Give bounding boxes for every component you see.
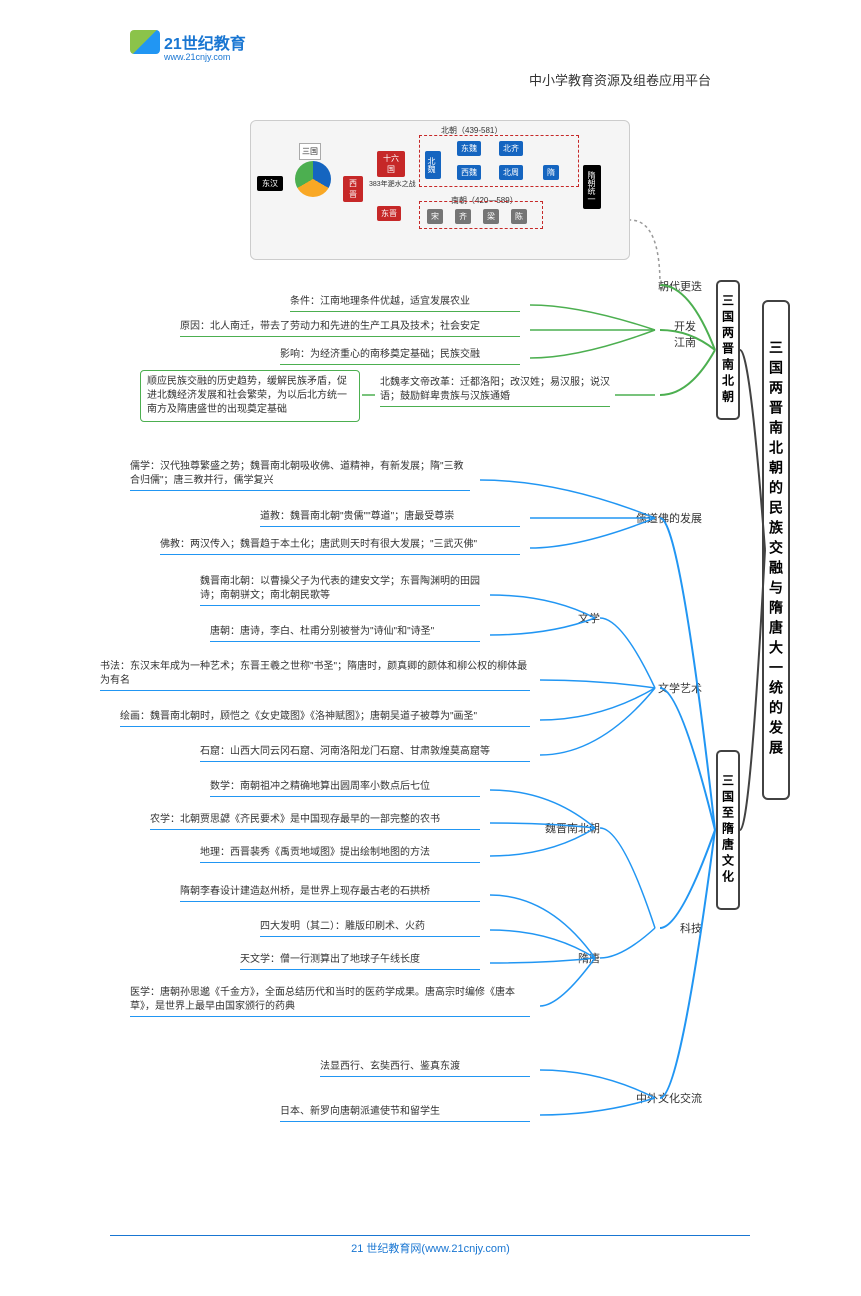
b2-wjnb-label: 魏晋南北朝 <box>545 820 600 836</box>
b2-huihua: 绘画：魏晋南北朝时，顾恺之《女史箴图》《洛神赋图》；唐朝吴道子被尊为"画圣" <box>120 710 530 727</box>
xijin-node: 西晋 <box>343 176 363 202</box>
branch2-title: 三国至隋唐文化 <box>716 750 740 910</box>
b1-sub2-label: 开发江南 <box>674 318 702 350</box>
b2-sub3-label: 科技 <box>680 920 702 936</box>
b2-jiaoliu2: 日本、新罗向唐朝派遣使节和留学生 <box>280 1105 530 1122</box>
b2-sida: 四大发明（其二）：雕版印刷术、火药 <box>260 920 480 937</box>
beiwei-node: 北魏 <box>425 151 441 179</box>
root-title: 三国两晋南北朝的民族交融与隋唐大一统的发展 <box>762 300 790 800</box>
b2-zhaozhou: 隋朝李春设计建造赵州桥，是世界上现存最古老的石拱桥 <box>180 885 480 902</box>
xiwei-node: 西魏 <box>457 165 481 180</box>
b1-leaf-effect: 影响：为经济重心的南移奠定基础；民族交融 <box>280 348 520 365</box>
b2-wenxue-label: 文学 <box>578 610 600 626</box>
chen-node: 陈 <box>511 209 527 224</box>
footer-url: (www.21cnjy.com) <box>421 1243 509 1255</box>
b2-ruxue: 儒学：汉代独尊繁盛之势；魏晋南北朝吸收佛、道精神，有新发展；隋"三教合归儒"；唐… <box>130 460 470 491</box>
sui-node: 隋 <box>543 165 559 180</box>
dynasty-timeline: 北朝（439-581） 南朝（420—589） 东汉 三国 西晋 十六国 东晋 … <box>250 120 630 260</box>
b2-daojiao: 道教：魏晋南北朝"贵儒""尊道"；唐最受尊崇 <box>260 510 520 527</box>
b2-nongxue: 农学：北朝贾思勰《齐民要术》是中国现存最早的一部完整的农书 <box>150 813 480 830</box>
header-subtitle: 中小学教育资源及组卷应用平台 <box>529 70 711 89</box>
sanguo-pie <box>295 161 331 197</box>
b2-jiaoliu1: 法显西行、玄奘西行、鉴真东渡 <box>320 1060 530 1077</box>
logo-icon <box>130 30 160 54</box>
b2-shufa: 书法：东汉末年成为一种艺术；东晋王羲之世称"书圣"；隋唐时，颜真卿的颜体和柳公权… <box>100 660 530 691</box>
b1-leaf-trend: 顺应民族交融的历史趋势，缓解民族矛盾，促进北魏经济发展和社会繁荣，为以后北方统一… <box>140 370 360 422</box>
b2-sub1-label: 儒道佛的发展 <box>636 510 702 526</box>
page-footer: 21 世纪教育网(www.21cnjy.com) <box>0 1240 861 1256</box>
b2-shuxue: 数学：南朝祖冲之精确地算出圆周率小数点后七位 <box>210 780 480 797</box>
song-node: 宋 <box>427 209 443 224</box>
dongjin-node: 东晋 <box>377 206 401 221</box>
b2-st-label: 隋唐 <box>578 950 600 966</box>
feishui-note: 383年淝水之战 <box>369 179 416 189</box>
qi-node: 齐 <box>455 209 471 224</box>
donghan-node: 东汉 <box>257 176 283 191</box>
b1-leaf-condition: 条件：江南地理条件优越，适宜发展农业 <box>290 295 520 312</box>
beizhou-node: 北周 <box>499 165 523 180</box>
b2-fojiao: 佛教：两汉传入；魏晋趋于本土化；唐武则天时有很大发展；"三武灭佛" <box>160 538 520 555</box>
b1-leaf-xiaowen: 北魏孝文帝改革：迁都洛阳；改汉姓；易汉服；说汉语；鼓励鲜卑贵族与汉族通婚 <box>380 376 610 407</box>
b2-shiku: 石窟：山西大同云冈石窟、河南洛阳龙门石窟、甘肃敦煌莫高窟等 <box>200 745 530 762</box>
b2-yixue: 医学：唐朝孙思邈《千金方》，全面总结历代和当时的医药学成果。唐高宗时编修《唐本草… <box>130 986 530 1017</box>
b2-tianwen: 天文学：僧一行测算出了地球子午线长度 <box>240 953 480 970</box>
b2-wx2: 唐朝：唐诗，李白、杜甫分别被誉为"诗仙"和"诗圣" <box>210 625 480 642</box>
sanguo-label: 三国 <box>299 143 321 160</box>
b2-wx1: 魏晋南北朝：以曹操父子为代表的建安文学；东晋陶渊明的田园诗；南朝骈文；南北朝民歌… <box>200 575 480 606</box>
footer-divider <box>110 1235 750 1236</box>
b2-sub4-label: 中外文化交流 <box>636 1090 702 1106</box>
logo-url: www.21cnjy.com <box>164 52 230 62</box>
b2-sub2-label: 文学艺术 <box>658 680 702 696</box>
b1-leaf-reason: 原因：北人南迁，带去了劳动力和先进的生产工具及技术；社会安定 <box>180 320 520 337</box>
footer-text: 21 世纪教育网 <box>351 1243 421 1255</box>
beiqi-node: 北齐 <box>499 141 523 156</box>
liang-node: 梁 <box>483 209 499 224</box>
dongwei-node: 东魏 <box>457 141 481 156</box>
shiliu-node: 十六国 <box>377 151 405 177</box>
b2-dili: 地理：西晋裴秀《禹贡地域图》提出绘制地图的方法 <box>200 846 480 863</box>
page-header: 21世纪教育 www.21cnjy.com <box>130 30 246 54</box>
branch1-title: 三国两晋南北朝 <box>716 280 740 420</box>
b1-sub1-label: 朝代更迭 <box>658 278 702 294</box>
logo-text: 21世纪教育 <box>164 30 246 54</box>
sui-unify-node: 隋朝统一 <box>583 165 601 209</box>
